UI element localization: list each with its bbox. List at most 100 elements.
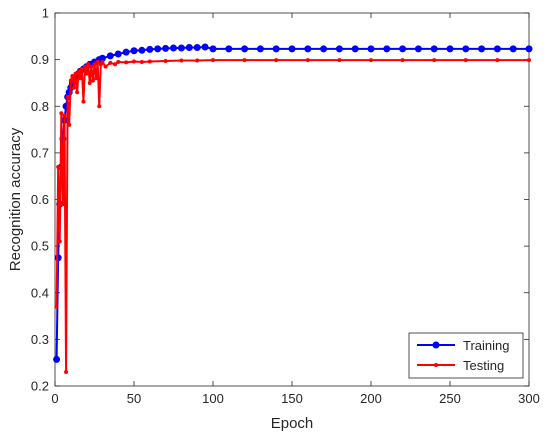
training-point: [177, 44, 185, 52]
training-point: [209, 45, 217, 53]
testing-point: [163, 59, 168, 64]
training-point: [509, 45, 517, 53]
testing-point: [100, 59, 105, 64]
training-point: [320, 45, 328, 53]
training-point: [146, 45, 154, 53]
testing-point: [81, 99, 86, 104]
training-point: [201, 43, 209, 51]
x-tick-label: 250: [439, 391, 461, 406]
testing-point: [337, 58, 342, 63]
training-point: [383, 45, 391, 53]
testing-point: [65, 94, 70, 99]
x-tick-label: 200: [360, 391, 382, 406]
testing-point: [84, 71, 89, 76]
testing-point: [89, 64, 94, 69]
testing-point: [527, 58, 531, 63]
training-point: [256, 45, 264, 53]
training-point: [351, 45, 359, 53]
testing-point: [116, 59, 121, 64]
testing-point: [305, 58, 310, 63]
training-point: [288, 45, 296, 53]
training-point: [272, 45, 280, 53]
testing-point: [369, 58, 373, 63]
testing-point: [62, 113, 67, 118]
legend-training-marker: [432, 341, 440, 349]
y-tick-label: 1: [42, 6, 49, 21]
testing-point: [113, 62, 118, 67]
testing-point: [60, 202, 65, 207]
testing-point: [495, 58, 500, 63]
testing-point: [56, 164, 61, 169]
x-tick-label: 50: [127, 391, 141, 406]
plot-area: [54, 12, 530, 387]
training-point: [367, 45, 375, 53]
x-tick-label: 300: [518, 391, 540, 406]
testing-point: [57, 239, 62, 244]
testing-point: [103, 64, 108, 69]
x-axis-ticks: 0 50 100 150 200 250 300: [51, 13, 540, 406]
testing-point: [86, 62, 91, 67]
testing-point: [139, 59, 144, 64]
training-point: [414, 45, 422, 53]
testing-point: [59, 111, 64, 116]
series-testing: [54, 58, 531, 375]
training-point: [154, 45, 162, 53]
testing-point: [75, 90, 80, 95]
training-point: [462, 45, 470, 53]
y-tick-label: 0.6: [31, 192, 49, 207]
y-tick-label: 0.3: [31, 332, 49, 347]
y-tick-label: 0.5: [31, 239, 49, 254]
testing-point: [92, 62, 97, 67]
testing-point: [64, 370, 69, 375]
x-tick-label: 0: [51, 391, 58, 406]
legend-testing-label: Testing: [463, 358, 504, 373]
training-point: [98, 54, 106, 62]
testing-point: [94, 76, 99, 81]
x-axis-label: Epoch: [271, 415, 314, 432]
training-point: [122, 48, 130, 56]
y-tick-label: 0.8: [31, 99, 49, 114]
testing-point: [179, 58, 184, 63]
legend-box: [408, 332, 524, 379]
y-axis-ticks: 0.2 0.3 0.4 0.5 0.6 0.7 0.8 0.9 1: [31, 6, 529, 394]
testing-point: [68, 78, 73, 83]
testing-point: [124, 60, 129, 65]
testing-point: [147, 59, 152, 64]
testing-point: [73, 71, 78, 76]
testing-point: [108, 60, 113, 65]
training-point: [185, 44, 193, 52]
legend: Training Testing: [408, 332, 524, 379]
testing-point: [274, 58, 279, 63]
y-tick-label: 0.4: [31, 285, 49, 300]
training-point: [525, 45, 533, 53]
testing-point: [67, 122, 72, 127]
x-tick-label: 150: [281, 391, 303, 406]
y-tick-label: 0.7: [31, 145, 49, 160]
y-tick-label: 0.2: [31, 379, 49, 394]
testing-line: [55, 59, 529, 374]
testing-point: [71, 85, 76, 90]
testing-point: [97, 104, 102, 109]
training-point: [106, 52, 114, 60]
training-point: [241, 45, 249, 53]
testing-point: [79, 66, 84, 71]
training-point: [114, 50, 122, 58]
testing-point: [242, 58, 247, 63]
training-point: [225, 45, 233, 53]
testing-point: [54, 304, 59, 309]
y-axis-label: Recognition accuracy: [7, 127, 24, 271]
testing-point: [463, 58, 468, 63]
legend-training-label: Training: [463, 338, 509, 353]
testing-point: [76, 69, 81, 74]
training-point: [138, 46, 146, 54]
testing-point: [211, 58, 215, 63]
training-point: [130, 47, 138, 55]
training-point: [53, 355, 61, 363]
testing-point: [195, 58, 200, 63]
testing-point: [90, 78, 95, 83]
testing-point: [432, 58, 437, 63]
training-point: [304, 45, 312, 53]
training-point: [162, 44, 170, 52]
testing-point: [95, 59, 100, 64]
